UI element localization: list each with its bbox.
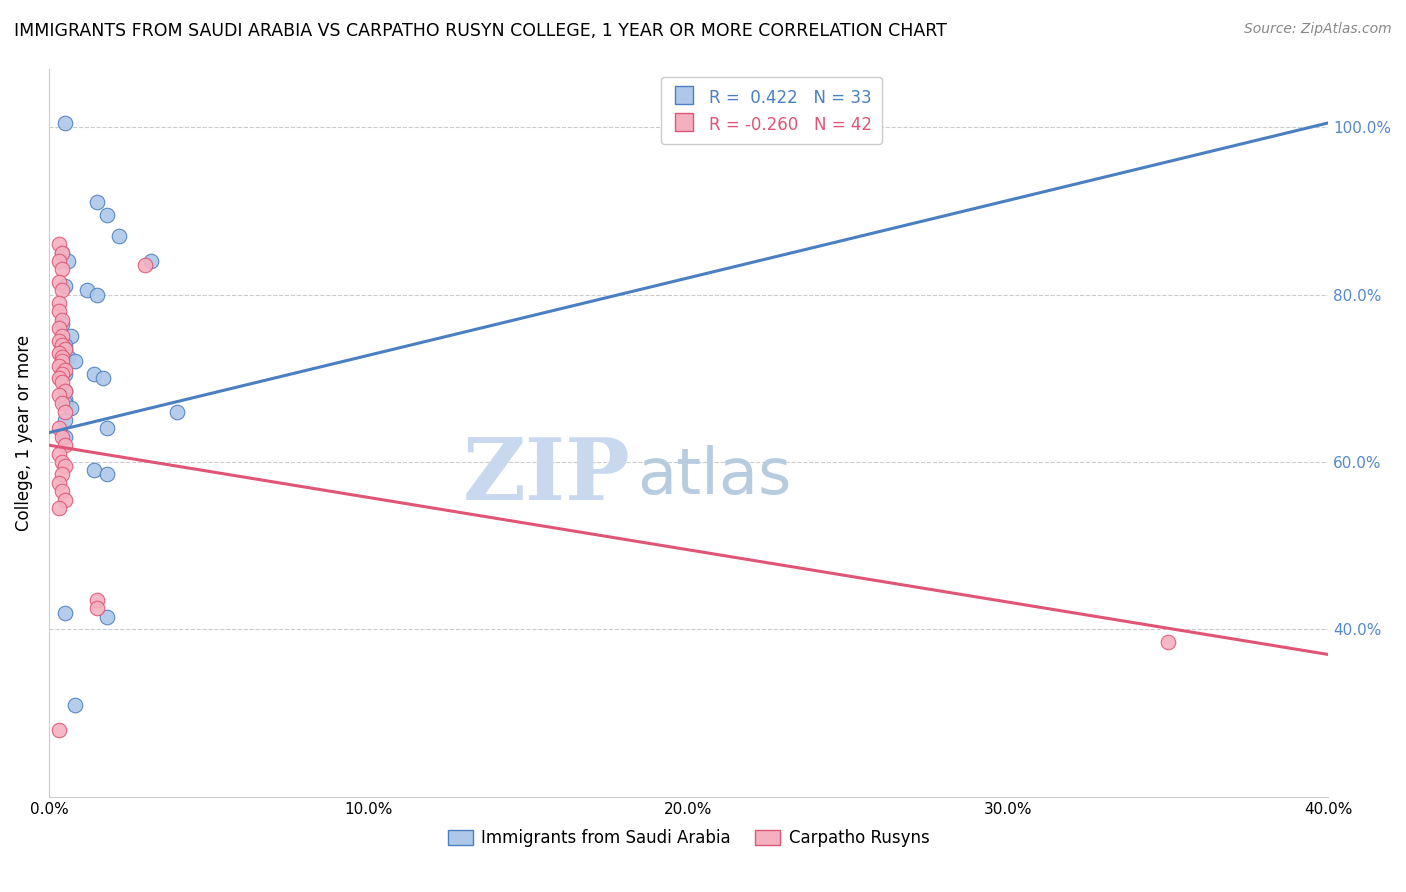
- Point: [51, 351, 73, 365]
- Y-axis label: College, 1 year or more: College, 1 year or more: [15, 334, 32, 531]
- Point: [51, 467, 73, 482]
- Point: [53, 337, 76, 351]
- Point: [51, 317, 73, 331]
- Point: [96, 609, 118, 624]
- Point: [56, 351, 79, 365]
- Point: [86, 593, 108, 607]
- Point: [51, 245, 73, 260]
- Point: [56, 254, 79, 268]
- Point: [51, 376, 73, 390]
- Point: [53, 116, 76, 130]
- Point: [48, 296, 70, 310]
- Point: [141, 254, 163, 268]
- Text: atlas: atlas: [637, 445, 792, 508]
- Point: [91, 371, 114, 385]
- Point: [51, 262, 73, 277]
- Point: [48, 500, 70, 515]
- Text: ZIP: ZIP: [463, 434, 631, 518]
- Point: [96, 421, 118, 435]
- Point: [51, 363, 73, 377]
- Point: [60, 401, 83, 415]
- Point: [48, 421, 70, 435]
- Point: [96, 467, 118, 482]
- Point: [53, 384, 76, 398]
- Point: [48, 346, 70, 360]
- Point: [60, 329, 83, 343]
- Point: [51, 283, 73, 297]
- Point: [48, 334, 70, 348]
- Point: [51, 367, 73, 381]
- Point: [53, 492, 76, 507]
- Point: [53, 430, 76, 444]
- Point: [86, 601, 108, 615]
- Point: [53, 396, 76, 410]
- Point: [53, 342, 76, 356]
- Point: [1157, 635, 1180, 649]
- Point: [51, 455, 73, 469]
- Point: [53, 392, 76, 406]
- Point: [76, 283, 98, 297]
- Point: [166, 405, 188, 419]
- Text: Source: ZipAtlas.com: Source: ZipAtlas.com: [1244, 22, 1392, 37]
- Point: [86, 287, 108, 301]
- Point: [96, 208, 118, 222]
- Point: [51, 354, 73, 368]
- Point: [53, 279, 76, 293]
- Point: [48, 304, 70, 318]
- Point: [48, 359, 70, 373]
- Text: IMMIGRANTS FROM SAUDI ARABIA VS CARPATHO RUSYN COLLEGE, 1 YEAR OR MORE CORRELATI: IMMIGRANTS FROM SAUDI ARABIA VS CARPATHO…: [14, 22, 946, 40]
- Point: [53, 606, 76, 620]
- Point: [48, 275, 70, 289]
- Point: [51, 337, 73, 351]
- Point: [63, 698, 86, 712]
- Point: [53, 438, 76, 452]
- Point: [51, 329, 73, 343]
- Point: [48, 254, 70, 268]
- Point: [48, 371, 70, 385]
- Point: [63, 354, 86, 368]
- Point: [48, 237, 70, 252]
- Point: [86, 195, 108, 210]
- Point: [51, 396, 73, 410]
- Point: [83, 367, 105, 381]
- Point: [53, 405, 76, 419]
- Point: [53, 459, 76, 474]
- Point: [53, 384, 76, 398]
- Point: [53, 363, 76, 377]
- Point: [134, 258, 156, 272]
- Point: [48, 475, 70, 490]
- Point: [53, 367, 76, 381]
- Legend: Immigrants from Saudi Arabia, Carpatho Rusyns: Immigrants from Saudi Arabia, Carpatho R…: [441, 822, 936, 854]
- Point: [51, 312, 73, 326]
- Point: [83, 463, 105, 477]
- Point: [108, 228, 131, 243]
- Point: [48, 723, 70, 737]
- Point: [53, 342, 76, 356]
- Point: [53, 413, 76, 427]
- Point: [48, 446, 70, 460]
- Point: [51, 430, 73, 444]
- Point: [48, 388, 70, 402]
- Point: [48, 321, 70, 335]
- Point: [51, 484, 73, 499]
- Point: [51, 245, 73, 260]
